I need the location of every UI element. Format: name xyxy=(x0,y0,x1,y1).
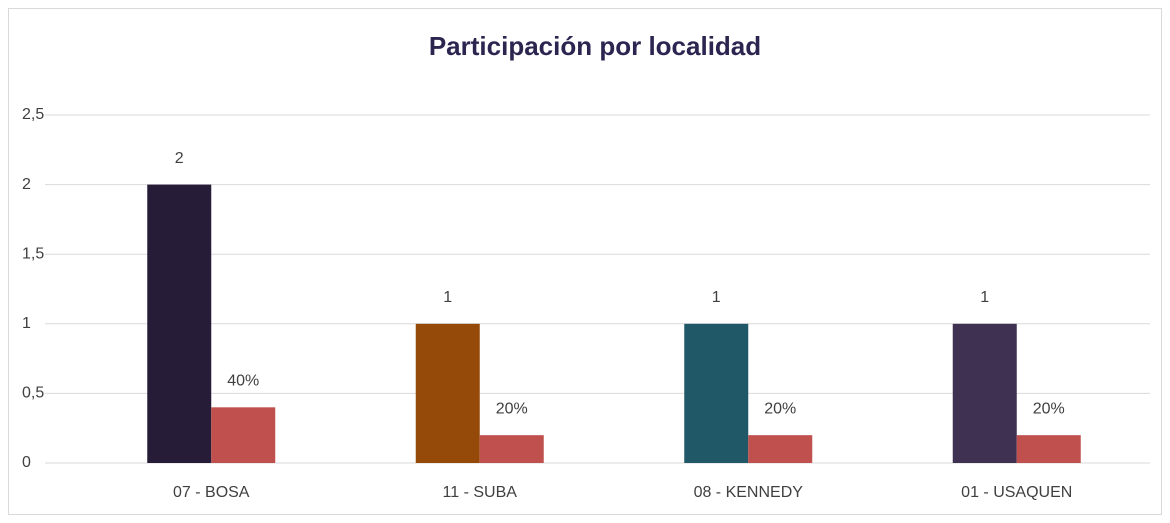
data-label: 20% xyxy=(764,400,796,417)
x-tick-label: 01 - USAQUEN xyxy=(961,484,1072,501)
bar xyxy=(748,435,813,463)
data-label: 1 xyxy=(712,289,721,306)
bar xyxy=(415,323,480,463)
y-tick-label: 2 xyxy=(22,176,31,193)
y-tick-label: 1 xyxy=(22,315,31,332)
data-label: 20% xyxy=(1033,400,1065,417)
bar xyxy=(479,435,544,463)
x-tick-label: 07 - BOSA xyxy=(173,484,250,501)
data-label: 1 xyxy=(443,289,452,306)
bar xyxy=(684,323,749,463)
x-tick-label: 11 - SUBA xyxy=(443,484,518,501)
y-tick-label: 1,5 xyxy=(22,245,44,262)
chart-title: Participación por localidad xyxy=(429,31,761,61)
data-label: 2 xyxy=(175,150,184,167)
data-label: 40% xyxy=(227,373,259,390)
x-tick-label: 08 - KENNEDY xyxy=(694,484,804,501)
bar xyxy=(952,323,1017,463)
data-label: 20% xyxy=(496,400,528,417)
bar xyxy=(1016,435,1081,463)
y-tick-label: 2,5 xyxy=(22,106,44,123)
data-label: 1 xyxy=(980,289,989,306)
bar xyxy=(211,407,276,463)
y-tick-label: 0,5 xyxy=(22,385,44,402)
bar xyxy=(147,184,212,463)
y-tick-label: 0 xyxy=(22,454,31,471)
